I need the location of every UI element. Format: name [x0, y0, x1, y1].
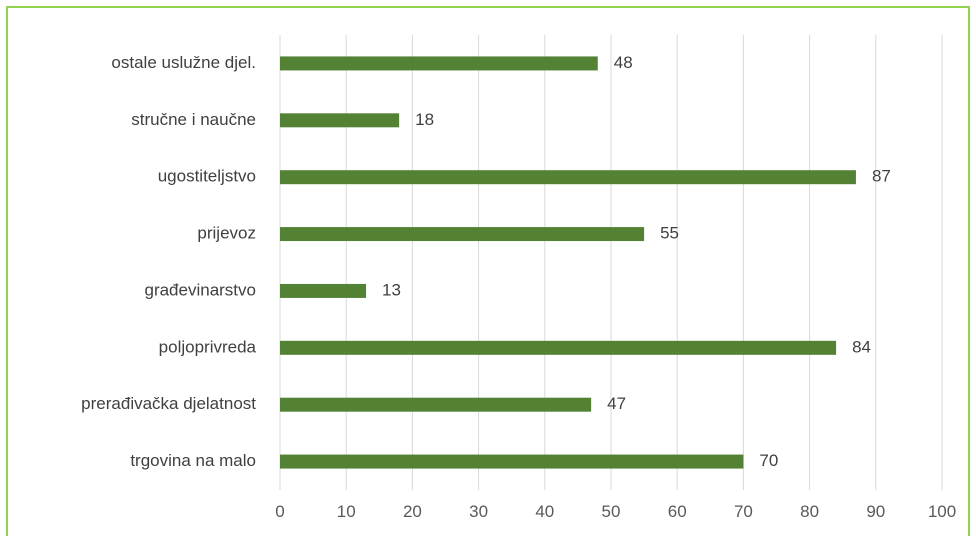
category-label: prerađivačka djelatnost: [81, 394, 256, 413]
category-label: prijevoz: [197, 224, 256, 243]
data-label: 13: [382, 280, 401, 299]
x-tick-label: 90: [866, 502, 885, 521]
category-label: ugostiteljstvo: [158, 167, 256, 186]
bar: [280, 397, 592, 412]
data-label: 55: [660, 224, 679, 243]
x-tick-label: 100: [928, 502, 956, 521]
bar: [280, 283, 367, 298]
x-tick-label: 0: [275, 502, 284, 521]
data-label: 70: [759, 451, 778, 470]
x-tick-label: 50: [602, 502, 621, 521]
bar: [280, 170, 856, 185]
bar: [280, 340, 837, 355]
x-tick-label: 30: [469, 502, 488, 521]
category-label: stručne i naučne: [131, 110, 256, 129]
x-tick-label: 40: [535, 502, 554, 521]
x-tick-label: 10: [337, 502, 356, 521]
x-tick-label: 20: [403, 502, 422, 521]
data-label: 47: [607, 394, 626, 413]
category-label: ostale uslužne djel.: [111, 53, 256, 72]
data-label: 84: [852, 337, 871, 356]
category-label: trgovina na malo: [130, 451, 256, 470]
bars-layer: [280, 56, 856, 469]
grid-layer: [279, 35, 943, 490]
bar: [280, 454, 744, 469]
data-label: 48: [614, 53, 633, 72]
data-label: 87: [872, 167, 891, 186]
bar: [280, 227, 645, 242]
x-tick-label: 70: [734, 502, 753, 521]
x-tick-label: 60: [668, 502, 687, 521]
bar: [280, 56, 598, 71]
labels-layer: 0 10 20 30 40 50 60 70 80 90 100 ostale uslužne dje…: [81, 53, 956, 521]
category-label: poljoprivreda: [159, 337, 257, 356]
bar: [280, 113, 400, 128]
x-tick-label: 80: [800, 502, 819, 521]
category-label: građevinarstvo: [144, 280, 256, 299]
data-label: 18: [415, 110, 434, 129]
